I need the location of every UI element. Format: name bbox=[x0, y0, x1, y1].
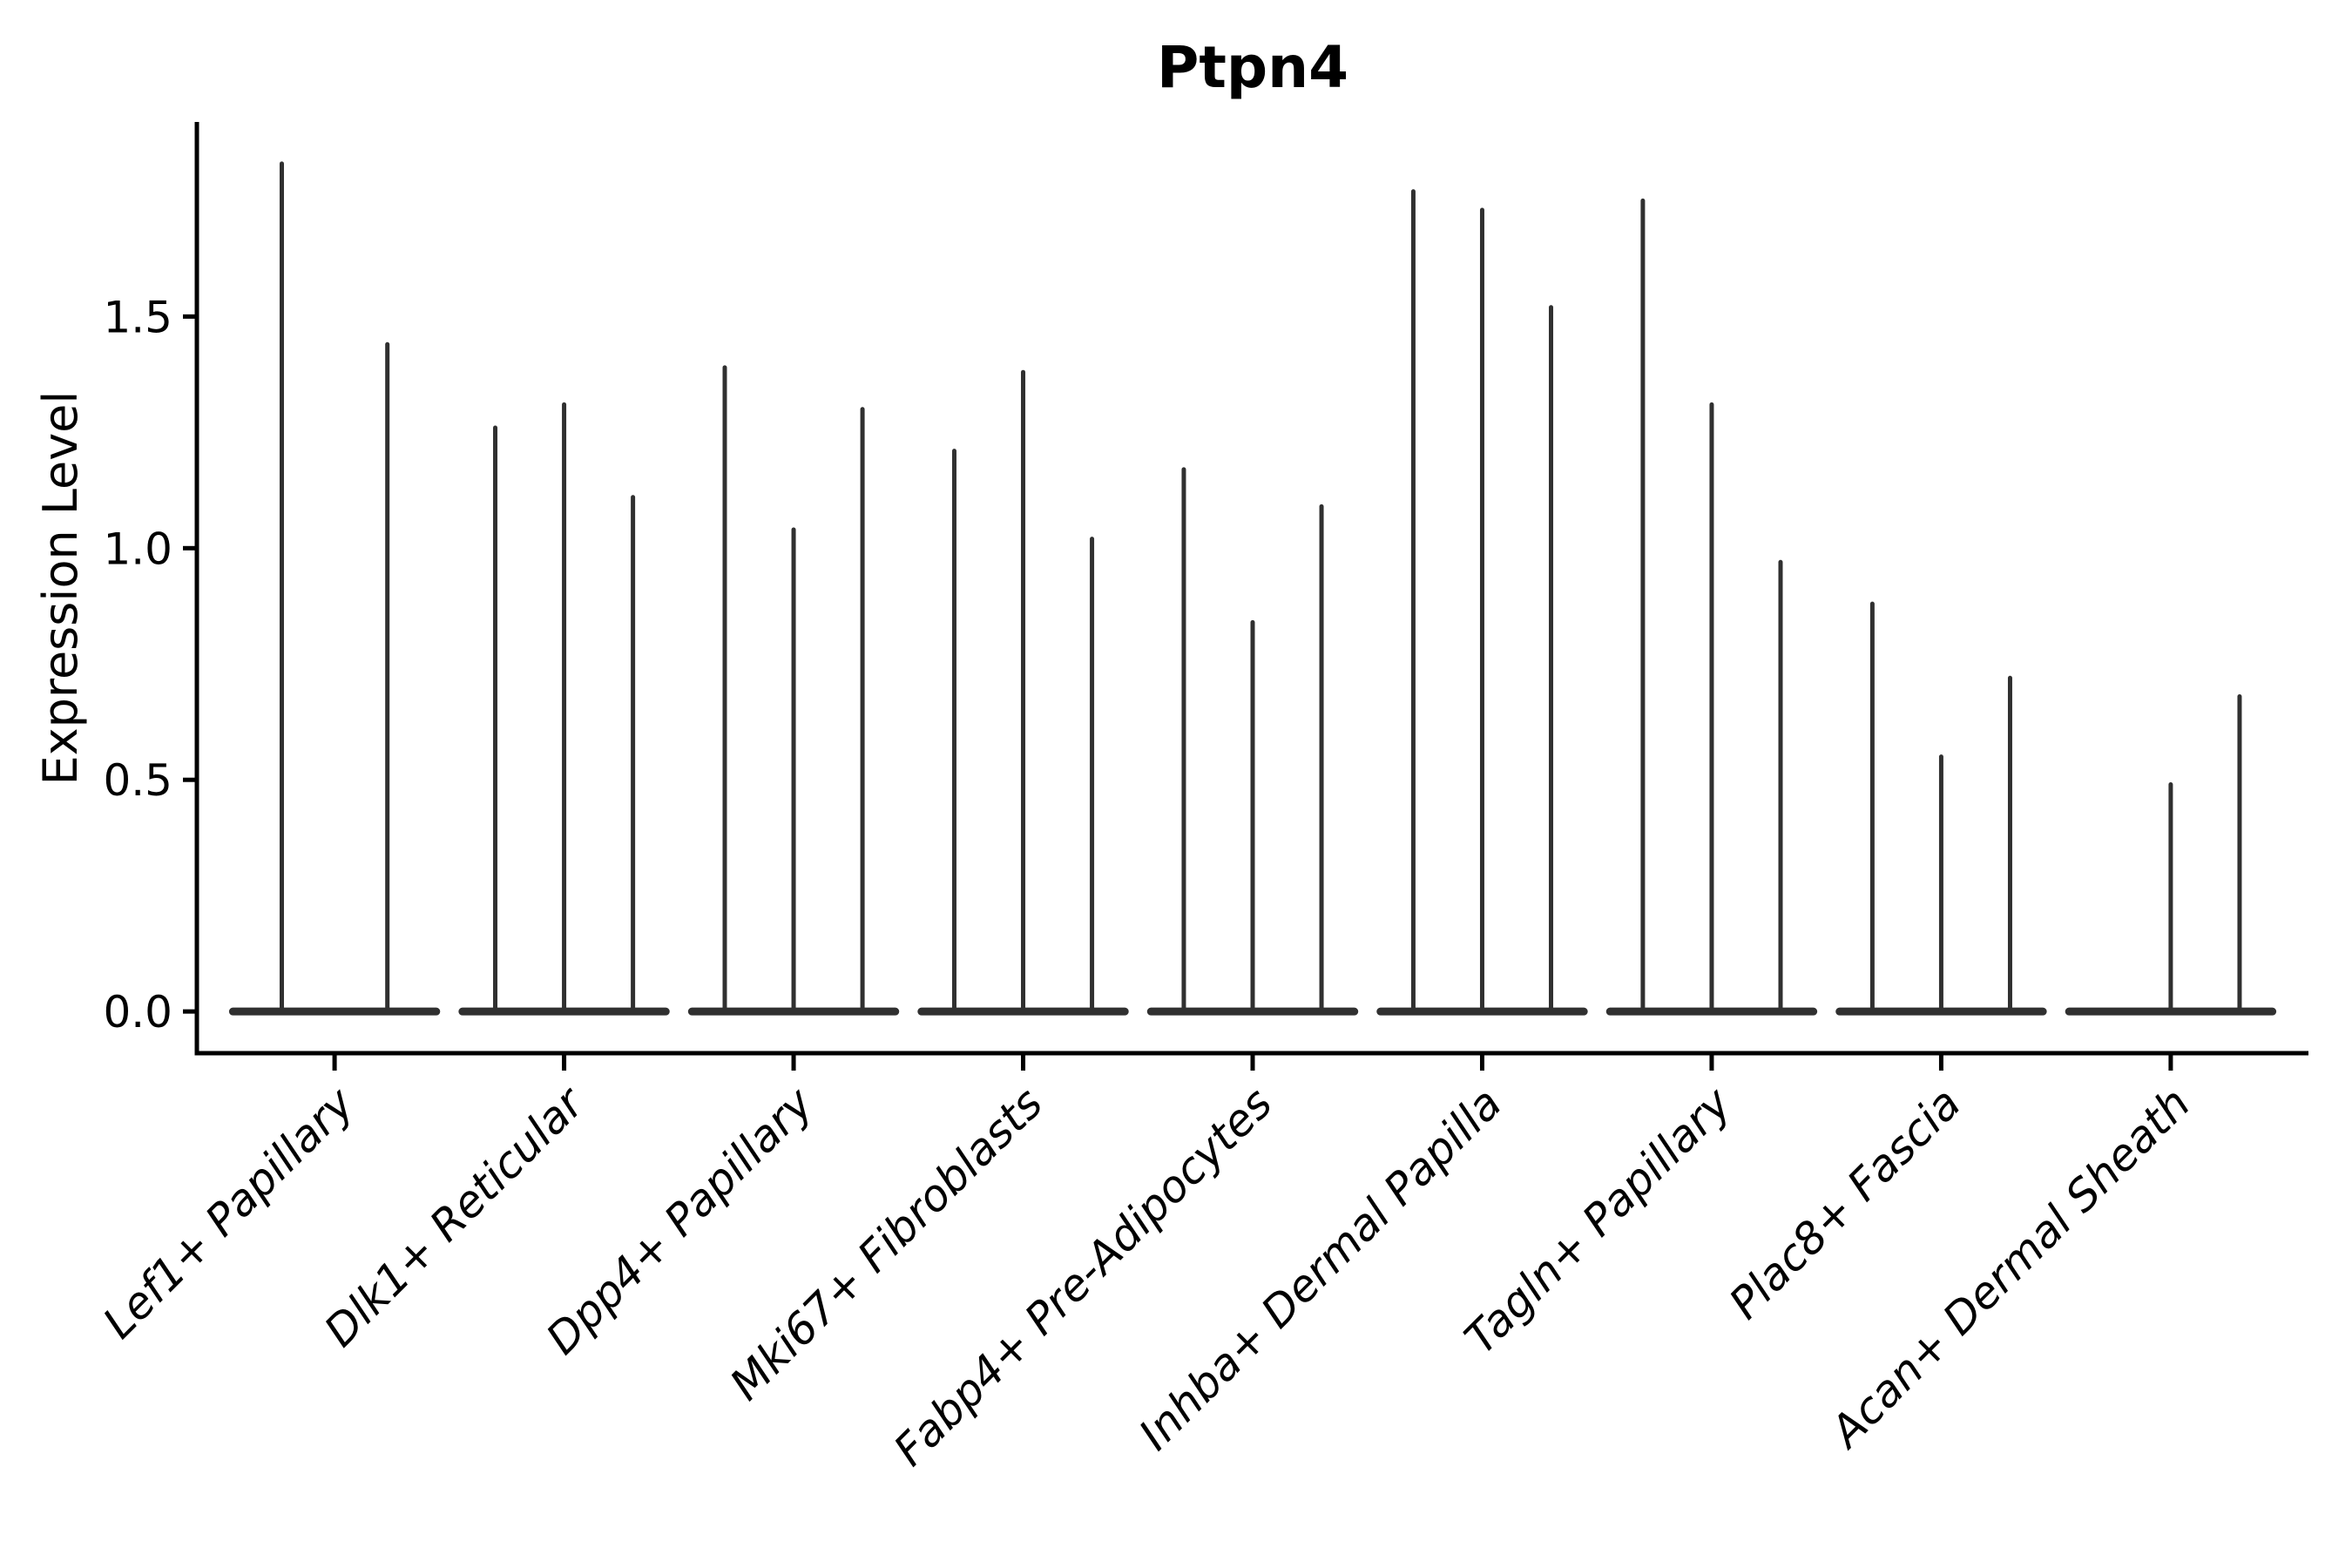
violins-layer bbox=[228, 161, 2277, 1016]
axes-layer bbox=[194, 122, 2308, 1056]
x-tick-label: Plac8+ Fascia bbox=[1720, 1078, 1970, 1328]
y-tick-label: 0.0 bbox=[103, 987, 172, 1037]
violin-group bbox=[2065, 693, 2277, 1016]
violin-group bbox=[917, 369, 1129, 1016]
x-tick-label: Lef1+ Papillary bbox=[93, 1077, 364, 1348]
violin-group bbox=[228, 161, 441, 1016]
y-ticks-layer: 0.0 0.5 1.0 1.5 bbox=[103, 292, 197, 1037]
violin-group bbox=[1835, 601, 2047, 1016]
y-tick-label: 0.5 bbox=[103, 755, 172, 806]
y-axis-label: Expression Level bbox=[33, 391, 88, 786]
violin-group bbox=[1376, 189, 1588, 1016]
y-tick-label: 1.5 bbox=[103, 292, 172, 342]
violin-group bbox=[1146, 467, 1359, 1016]
violin-group bbox=[458, 402, 670, 1016]
violin-base bbox=[228, 1007, 441, 1016]
chart-title: Ptpn4 bbox=[1157, 34, 1348, 101]
x-tick-label: Inhba+ Dermal Papilla bbox=[1129, 1078, 1511, 1459]
violin-group bbox=[1605, 198, 1818, 1016]
violin-group bbox=[687, 365, 900, 1016]
y-tick-label: 1.0 bbox=[103, 524, 172, 574]
x-tick-label: Fabp4+ Pre-Adipocytes bbox=[884, 1078, 1282, 1476]
